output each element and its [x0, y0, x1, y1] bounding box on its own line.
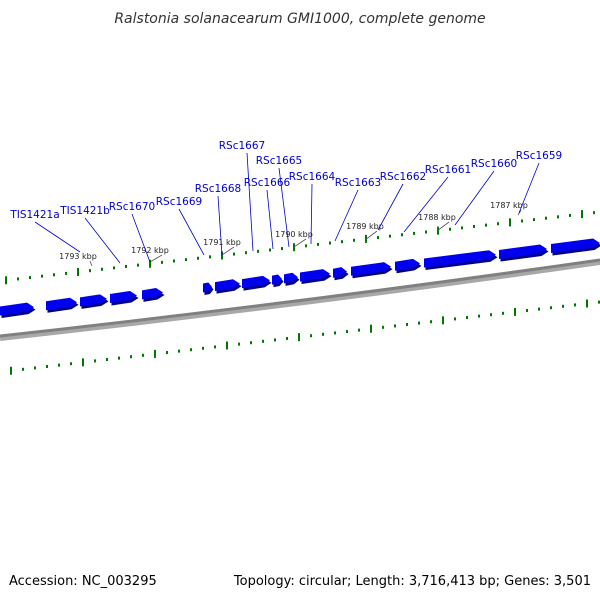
gene-arrow — [499, 244, 547, 259]
gene-label[interactable]: RSc1661 — [425, 164, 471, 176]
gene-arrow — [0, 302, 34, 316]
scale-label: 1787 kbp — [490, 201, 528, 210]
gene-leader-line — [518, 162, 540, 214]
scale-leader — [149, 254, 163, 263]
genome-backbone — [0, 258, 600, 341]
gene-arrow — [424, 250, 496, 268]
gene-arrow — [46, 297, 77, 311]
gene-leader-line — [377, 183, 404, 231]
gene-leader-line — [178, 208, 205, 256]
gene-arrow — [300, 269, 330, 282]
gene-leader-line — [131, 213, 151, 263]
scale-label: 1790 kbp — [275, 230, 313, 239]
accession-text: Accession: NC_003295 — [9, 574, 157, 589]
gene-label[interactable]: TIS1421b — [59, 205, 110, 217]
gene-leader-line — [334, 189, 359, 242]
gene-blocks — [0, 238, 600, 318]
gene-leader-line — [34, 221, 81, 253]
gene-arrow — [215, 279, 240, 292]
scale-leader — [436, 221, 450, 232]
scale-label: 1791 kbp — [203, 238, 241, 247]
gene-label[interactable]: RSc1663 — [335, 177, 381, 189]
gene-leader-line — [454, 170, 495, 226]
gene-label[interactable]: RSc1669 — [156, 196, 202, 208]
gene-arrow — [551, 238, 600, 254]
scale-labels: 1793 kbp 1792 kbp 1791 kbp 1790 kbp 1789 kbp… — [59, 201, 528, 267]
gene-label[interactable]: RSc1659 — [516, 150, 562, 162]
gene-label[interactable]: RSc1660 — [471, 158, 517, 170]
map-title: Ralstonia solanacearum GMI1000, complete… — [114, 11, 485, 27]
gene-label[interactable]: RSc1666 — [244, 177, 291, 189]
gene-arrow — [110, 290, 137, 304]
gene-arrow — [203, 282, 212, 293]
gene-label[interactable]: RSc1670 — [109, 201, 155, 213]
scale-label: 1789 kbp — [346, 222, 384, 231]
inner-scale-ticks — [10, 299, 600, 375]
gene-label[interactable]: RSc1662 — [380, 171, 426, 183]
backbone-line — [0, 258, 600, 338]
gene-leader-line — [84, 217, 121, 264]
backbone-shadow — [0, 259, 600, 341]
gene-leader-line — [217, 195, 223, 256]
scale-leader — [293, 238, 307, 248]
gene-arrow — [242, 275, 270, 289]
gene-arrow — [272, 274, 282, 285]
gene-leader-line — [403, 176, 449, 233]
scale-leader — [89, 260, 93, 267]
gene-arrow — [351, 262, 391, 276]
gene-leader-line — [278, 167, 290, 248]
gene-arrow — [142, 288, 163, 300]
gene-arrow — [80, 294, 107, 307]
scale-label: 1788 kbp — [418, 213, 456, 222]
scale-leader — [221, 246, 235, 256]
scale-label: 1792 kbp — [131, 246, 169, 255]
gene-leader-line — [310, 183, 313, 245]
gene-arrow — [395, 258, 420, 271]
gene-label[interactable]: RSc1667 — [219, 140, 265, 152]
gene-leader-line — [246, 152, 254, 252]
genome-summary-text: Topology: circular; Length: 3,716,413 bp… — [233, 574, 591, 589]
gene-arrow — [333, 267, 347, 278]
gene-label[interactable]: TIS1421a — [9, 209, 59, 221]
gene-label[interactable]: RSc1664 — [289, 171, 336, 183]
scale-leader — [364, 230, 378, 241]
gene-leader-line — [266, 189, 274, 250]
gene-arrow — [284, 272, 298, 284]
scale-label: 1793 kbp — [59, 252, 97, 261]
gene-label[interactable]: RSc1668 — [195, 183, 241, 195]
gene-label[interactable]: RSc1665 — [256, 155, 302, 167]
